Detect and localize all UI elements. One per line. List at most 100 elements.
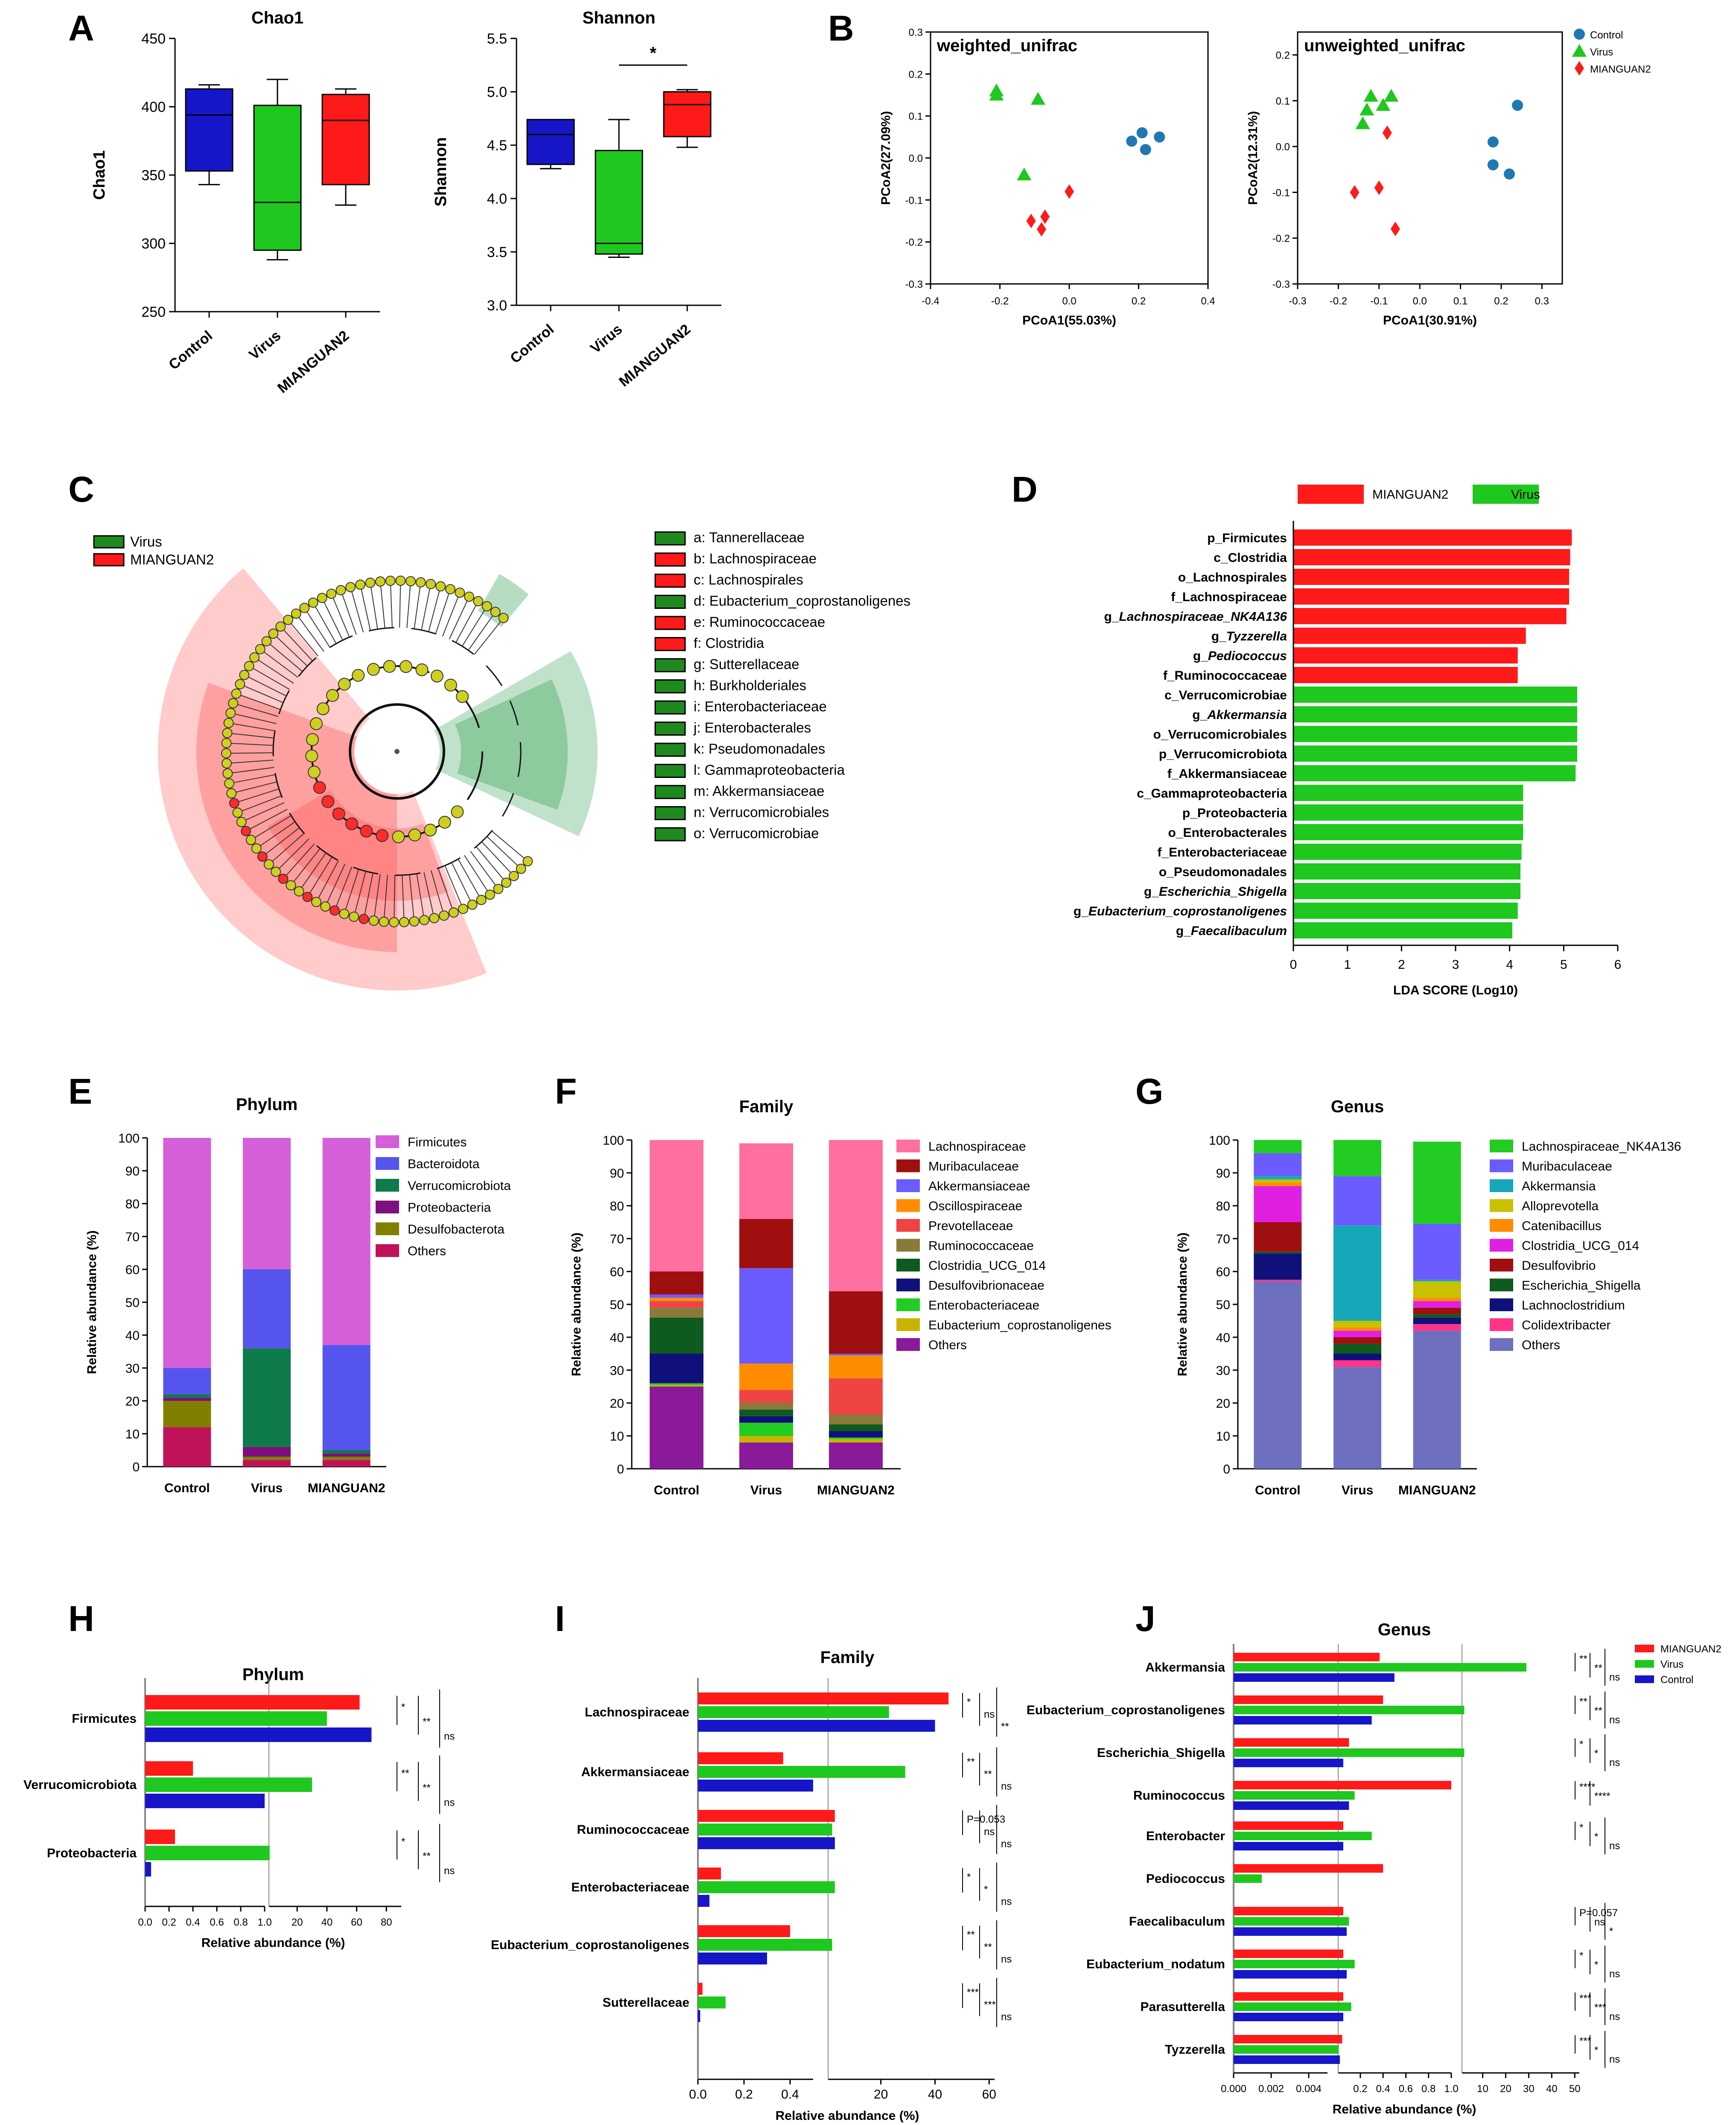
tree-branch <box>390 581 393 628</box>
tree-branch <box>249 666 290 690</box>
bar-control <box>1234 1970 1347 1979</box>
x-axis-label: LDA SCORE (Log10) <box>1393 983 1518 997</box>
y-tick-label: 0.3 <box>909 27 923 38</box>
y-tick-label: 350 <box>141 167 166 184</box>
tree-node <box>239 669 250 680</box>
taxon-swatch <box>654 552 686 567</box>
tree-node <box>291 608 301 619</box>
stack-segment <box>1254 1183 1302 1186</box>
box-control <box>526 119 575 165</box>
significance-mark: ** <box>1594 1705 1602 1717</box>
stack-segment <box>1413 1330 1461 1469</box>
stack-segment <box>1333 1330 1381 1337</box>
tree-node <box>409 916 420 927</box>
tree-node <box>268 628 279 639</box>
significance-mark: ** <box>1579 1653 1587 1665</box>
tree-node <box>359 914 369 924</box>
taxon-swatch <box>654 742 686 757</box>
point-virus <box>1030 92 1045 105</box>
bar-control <box>1234 1759 1343 1767</box>
bar-control <box>1234 1842 1343 1850</box>
x-axis-label: Relative abundance (%) <box>776 2109 919 2123</box>
y-tick-label: 70 <box>610 1232 624 1246</box>
stack-segment <box>322 1450 371 1454</box>
tree-node <box>484 889 495 900</box>
taxon-label: c: Lachnospirales <box>694 572 803 588</box>
lda-bar <box>1293 863 1520 880</box>
tree-branch <box>373 874 381 921</box>
legend-label: Prevotellaceae <box>928 1219 1013 1233</box>
tree-node <box>367 663 380 676</box>
bar-control <box>145 1794 265 1808</box>
bar-control <box>698 2010 700 2022</box>
y-tick-label: 10 <box>1216 1429 1230 1444</box>
x-tick-label: 50 <box>1569 2083 1581 2095</box>
legend-label: Oscillospiraceae <box>928 1199 1022 1213</box>
point-virus <box>1384 89 1399 102</box>
lda-bar <box>1293 529 1572 546</box>
legend-swatch <box>1490 1219 1513 1232</box>
stack-segment <box>243 1456 291 1460</box>
point-virus <box>989 88 1004 101</box>
y-tick-label: 50 <box>610 1298 624 1312</box>
bar-virus <box>1234 2002 1351 2011</box>
tree-node <box>306 733 319 746</box>
box-control <box>185 88 233 172</box>
y-tick-label: 60 <box>125 1263 140 1277</box>
tree-node <box>311 897 321 907</box>
tree-node <box>222 768 233 779</box>
y-tick-label: 450 <box>141 31 166 47</box>
taxon-label: b: Lachnospiraceae <box>694 551 817 567</box>
lda-bar <box>1293 824 1523 840</box>
row-label: Eubacterium_nodatum <box>1086 1957 1225 1971</box>
taxon-swatch <box>654 573 686 588</box>
stack-segment <box>1413 1314 1461 1318</box>
tree-branch <box>487 836 522 869</box>
tree-branch <box>254 657 294 684</box>
bar-virus <box>1234 1960 1355 1968</box>
legend-label: Control <box>1660 1674 1693 1686</box>
bar-label: p_Firmicutes <box>1207 531 1287 545</box>
row-label: Akkermansia <box>1145 1660 1225 1675</box>
tree-node <box>244 661 254 671</box>
stack-segment <box>739 1423 793 1436</box>
point-control <box>1504 168 1515 180</box>
tree-branch <box>256 821 295 849</box>
taxon-swatch <box>654 827 686 842</box>
stack-segment <box>1254 1153 1302 1176</box>
bar-control <box>145 1862 151 1877</box>
significance-mark: *** <box>967 1987 979 1998</box>
tree-node <box>232 807 243 818</box>
bar-virus <box>698 1996 726 2008</box>
legend-label: Akkermansia <box>1522 1179 1596 1193</box>
y-tick-label: 100 <box>603 1134 624 1148</box>
row-label: Ruminococcus <box>1133 1789 1225 1803</box>
tree-branch <box>474 617 504 655</box>
x-tick-label: 1 <box>1344 958 1351 972</box>
bar-mianguan2 <box>145 1761 193 1776</box>
tree-branch <box>298 852 327 892</box>
taxon-label: a: Tannerellaceae <box>694 529 805 545</box>
lda-bar <box>1293 903 1518 919</box>
y-tick-label: -0.3 <box>905 279 923 290</box>
bar-label: g_Pediococcus <box>1193 649 1287 663</box>
y-tick-label: 60 <box>1216 1265 1230 1279</box>
significance-mark: P=0.053 <box>967 1814 1005 1825</box>
tree-branch <box>273 633 308 666</box>
row-label: Ruminococcaceae <box>577 1823 689 1837</box>
lda-bar <box>1293 608 1567 624</box>
stack-segment <box>1254 1140 1302 1153</box>
stack-segment <box>1333 1360 1381 1367</box>
significance-mark: * <box>1579 1822 1583 1833</box>
legend-swatch <box>1490 1338 1513 1351</box>
x-tick-label: 20 <box>292 1917 303 1928</box>
stack-segment <box>163 1138 211 1368</box>
x-tick-label: MIANGUAN2 <box>274 327 352 396</box>
y-tick-label: 40 <box>1216 1331 1230 1345</box>
stack-segment <box>1254 1186 1302 1222</box>
tree-branch <box>414 582 421 629</box>
y-tick-label: 100 <box>1209 1134 1230 1148</box>
stack-segment <box>322 1453 371 1457</box>
stack-segment <box>650 1383 703 1385</box>
legend-label: Proteobacteria <box>408 1201 491 1215</box>
